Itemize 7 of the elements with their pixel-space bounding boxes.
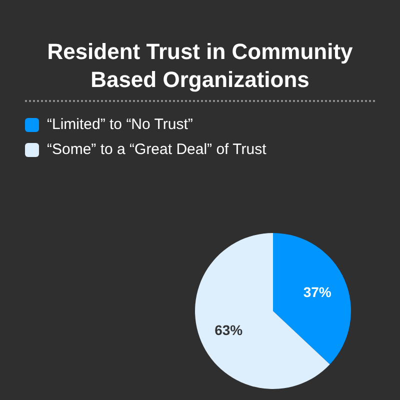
pie-slice <box>273 233 351 364</box>
pie-slice <box>195 233 330 389</box>
data-label: 37% <box>303 284 332 300</box>
legend-label: “Limited” to “No Trust” <box>47 116 193 133</box>
data-label: 63% <box>214 322 244 338</box>
legend-label: “Some” to a “Great Deal” of Trust <box>47 141 266 158</box>
chart-title: Resident Trust in Community Based Organizations <box>46 38 354 94</box>
